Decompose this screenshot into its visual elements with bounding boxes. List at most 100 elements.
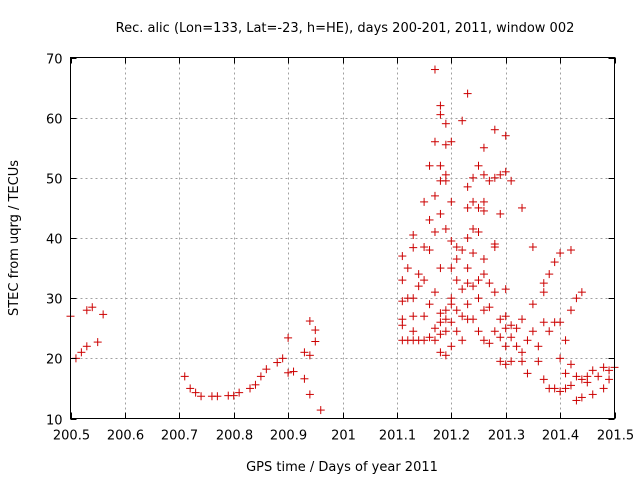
data-point <box>403 264 412 273</box>
data-point <box>474 276 483 285</box>
data-point <box>566 246 575 255</box>
data-point <box>588 366 597 375</box>
data-point <box>425 246 434 255</box>
data-point <box>398 321 407 330</box>
data-point <box>300 348 309 357</box>
data-point <box>523 336 532 345</box>
data-point <box>441 351 450 360</box>
data-point <box>550 258 559 267</box>
data-point <box>463 182 472 191</box>
data-point <box>430 227 439 236</box>
data-point <box>479 270 488 279</box>
data-point <box>490 243 499 252</box>
data-point <box>458 285 467 294</box>
data-point <box>447 342 456 351</box>
x-tick-label: 200.8 <box>216 429 253 444</box>
data-point <box>474 327 483 336</box>
y-tick-labels: 10 20 30 40 50 60 70 <box>46 53 63 429</box>
data-point <box>490 288 499 297</box>
data-point <box>572 294 581 303</box>
data-point <box>561 369 570 378</box>
data-point <box>463 234 472 242</box>
data-point <box>409 243 418 252</box>
data-point <box>577 375 586 384</box>
data-point <box>528 300 537 309</box>
data-point <box>88 303 97 312</box>
data-point <box>496 315 505 324</box>
data-point <box>561 336 570 345</box>
data-point <box>534 357 543 366</box>
data-point <box>501 342 510 351</box>
data-point <box>556 249 565 258</box>
data-point <box>436 318 445 327</box>
data-point <box>316 406 325 415</box>
axis-ticks <box>70 57 616 420</box>
data-point <box>518 348 527 357</box>
data-point <box>561 384 570 393</box>
data-point <box>311 326 320 335</box>
data-point <box>474 227 483 236</box>
x-tick-label: 201.4 <box>542 429 579 444</box>
data-point <box>528 327 537 336</box>
data-point <box>501 131 510 140</box>
data-point <box>284 368 293 377</box>
x-tick-label: 201.3 <box>488 429 525 444</box>
data-point <box>441 119 450 128</box>
data-point <box>436 309 445 318</box>
chart-title: Rec. alic (Lon=133, Lat=-23, h=HE), days… <box>116 21 575 36</box>
data-point <box>458 336 467 345</box>
data-point <box>572 396 581 405</box>
data-point <box>425 300 434 309</box>
data-point <box>518 315 527 324</box>
data-point <box>180 372 189 381</box>
data-point <box>469 315 478 324</box>
data-point <box>398 297 407 306</box>
data-point <box>262 365 271 374</box>
data-point <box>479 306 488 315</box>
data-point <box>496 357 505 366</box>
data-point <box>441 140 450 149</box>
data-point <box>539 375 548 384</box>
grid-lines <box>70 57 615 419</box>
data-point <box>436 348 445 357</box>
x-tick-label: 200.7 <box>161 429 198 444</box>
data-point <box>572 372 581 381</box>
data-point <box>447 197 456 206</box>
data-point <box>458 246 467 255</box>
data-point <box>550 384 559 393</box>
data-point <box>452 255 461 264</box>
data-point <box>191 388 200 397</box>
data-point <box>469 173 478 182</box>
data-point <box>305 351 314 360</box>
data-point <box>599 363 608 372</box>
data-point <box>458 312 467 321</box>
data-point <box>430 65 439 74</box>
data-point <box>409 230 418 239</box>
data-point <box>583 378 592 387</box>
data-point <box>566 381 575 390</box>
data-point <box>246 384 255 393</box>
data-point <box>469 249 478 258</box>
data-point <box>420 276 429 285</box>
data-point <box>490 125 499 134</box>
data-point <box>479 206 488 215</box>
y-tick-label: 60 <box>46 113 63 128</box>
data-point <box>539 279 548 288</box>
data-point <box>479 336 488 345</box>
data-point <box>512 324 521 333</box>
data-point <box>501 324 510 333</box>
x-axis-title: GPS time / Days of year 2011 <box>246 460 438 475</box>
data-points <box>66 65 619 415</box>
data-point <box>452 327 461 336</box>
data-point <box>496 333 505 342</box>
data-point <box>485 339 494 348</box>
data-point <box>197 392 206 401</box>
data-point <box>469 224 478 233</box>
data-point <box>485 279 494 288</box>
y-tick-label: 30 <box>46 293 63 308</box>
data-point <box>474 294 483 303</box>
data-point <box>539 318 548 327</box>
data-point <box>512 342 521 351</box>
data-point <box>463 203 472 212</box>
data-point <box>501 360 510 369</box>
